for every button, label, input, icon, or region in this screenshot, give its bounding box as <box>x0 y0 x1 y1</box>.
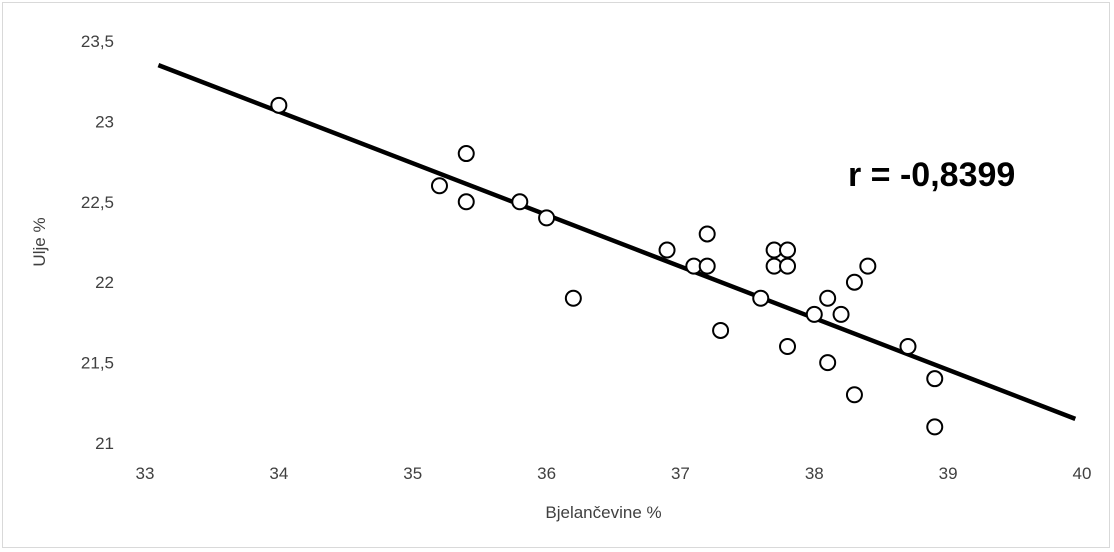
data-point <box>779 257 797 275</box>
data-point <box>926 418 944 436</box>
data-point <box>658 241 676 259</box>
data-points <box>270 96 944 436</box>
trendline <box>157 63 1077 421</box>
data-point <box>564 289 582 307</box>
data-point <box>511 193 529 211</box>
data-point <box>698 225 716 243</box>
data-point <box>845 386 863 404</box>
data-point <box>819 289 837 307</box>
y-axis-ticks: 21 21,5 22 22,5 23 23,5 <box>81 32 114 453</box>
data-point <box>457 145 475 163</box>
x-tick-label: 33 <box>136 464 155 483</box>
x-tick-label: 38 <box>805 464 824 483</box>
x-tick-label: 40 <box>1073 464 1092 483</box>
y-axis-title: Ulje % <box>30 217 49 266</box>
y-tick-label: 22 <box>95 273 114 292</box>
data-point <box>819 354 837 372</box>
x-tick-label: 34 <box>269 464 288 483</box>
data-point <box>457 193 475 211</box>
x-axis-ticks: 33 34 35 36 37 38 39 40 <box>136 464 1092 483</box>
data-point <box>832 305 850 323</box>
data-point <box>899 338 917 356</box>
x-tick-label: 37 <box>671 464 690 483</box>
data-point <box>805 305 823 323</box>
x-tick-label: 35 <box>403 464 422 483</box>
y-tick-label: 21 <box>95 434 114 453</box>
data-point <box>538 209 556 227</box>
data-point <box>430 177 448 195</box>
x-axis-title: Bjelančevine % <box>545 503 661 522</box>
data-point <box>926 370 944 388</box>
y-tick-label: 23 <box>95 112 114 131</box>
data-point <box>779 241 797 259</box>
x-tick-label: 36 <box>537 464 556 483</box>
data-point <box>712 321 730 339</box>
trendline-group <box>157 63 1077 421</box>
y-tick-label: 23,5 <box>81 32 114 51</box>
correlation-annotation: r = -0,8399 <box>848 156 1015 194</box>
data-point <box>270 96 288 114</box>
data-point <box>845 273 863 291</box>
data-point <box>698 257 716 275</box>
x-tick-label: 39 <box>939 464 958 483</box>
data-point <box>752 289 770 307</box>
y-tick-label: 22,5 <box>81 193 114 212</box>
data-point <box>779 338 797 356</box>
y-tick-label: 21,5 <box>81 354 114 373</box>
data-point <box>859 257 877 275</box>
